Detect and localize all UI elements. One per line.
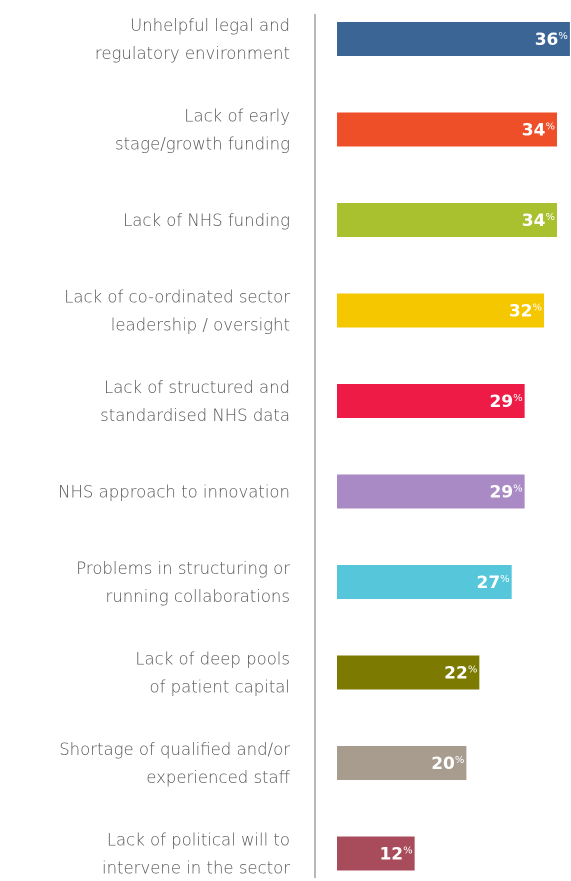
bar bbox=[337, 384, 525, 418]
category-label: Lack of political will to intervene in th… bbox=[102, 831, 290, 878]
bar bbox=[337, 293, 545, 328]
value-number: 34 bbox=[522, 121, 546, 141]
value-label: 12% bbox=[379, 845, 412, 865]
value-label: 36% bbox=[535, 30, 568, 50]
value-number: 22 bbox=[444, 664, 468, 684]
category-line: Lack of structured and bbox=[104, 378, 290, 397]
bar bbox=[337, 112, 557, 147]
category-line: experienced staff bbox=[146, 768, 290, 787]
category-line: running collaborations bbox=[106, 587, 290, 606]
bar bbox=[337, 655, 480, 690]
value-unit: % bbox=[500, 574, 510, 585]
category-line: NHS approach to innovation bbox=[58, 483, 290, 502]
value-label: 29% bbox=[489, 392, 522, 412]
value-label: 34% bbox=[522, 121, 555, 141]
value-unit: % bbox=[513, 484, 523, 495]
category-line: leadership / oversight bbox=[111, 316, 290, 335]
value-unit: % bbox=[455, 755, 465, 766]
value-number: 29 bbox=[489, 483, 513, 503]
value-number: 27 bbox=[477, 573, 501, 593]
category-label: Lack of structured and standardised NHS d… bbox=[100, 378, 290, 425]
value-unit: % bbox=[403, 846, 413, 857]
category-line: Lack of NHS funding bbox=[123, 211, 290, 230]
value-number: 20 bbox=[431, 754, 455, 774]
bar bbox=[337, 746, 467, 780]
value-label: 22% bbox=[444, 664, 477, 684]
value-label: 27% bbox=[477, 573, 510, 593]
category-line: intervene in the sector bbox=[102, 859, 290, 878]
category-line: regulatory environment bbox=[95, 44, 290, 63]
category-line: Unhelpful legal and bbox=[130, 16, 290, 35]
value-label: 20% bbox=[431, 754, 464, 774]
category-line: Shortage of qualified and/or bbox=[59, 740, 290, 759]
value-number: 32 bbox=[509, 302, 533, 322]
bar bbox=[337, 203, 557, 237]
category-line: stage/growth funding bbox=[115, 135, 290, 154]
value-unit: % bbox=[545, 212, 555, 223]
category-line: standardised NHS data bbox=[100, 406, 290, 425]
category-line: Lack of deep pools bbox=[135, 650, 290, 669]
category-label: Lack of co-ordinated sector leadership / … bbox=[64, 288, 290, 335]
value-number: 29 bbox=[489, 392, 513, 412]
value-unit: % bbox=[513, 393, 523, 404]
category-label: Shortage of qualified and/or experienced … bbox=[59, 740, 290, 787]
category-label: Lack of deep pools of patient capital bbox=[135, 650, 290, 697]
value-unit: % bbox=[558, 31, 568, 42]
value-unit: % bbox=[545, 122, 555, 133]
value-number: 34 bbox=[522, 211, 546, 231]
category-label: Lack of early stage/growth funding bbox=[115, 107, 290, 154]
category-line: Problems in structuring or bbox=[76, 559, 290, 578]
category-label: Unhelpful legal and regulatory environmen… bbox=[95, 16, 290, 63]
value-label: 29% bbox=[489, 483, 522, 503]
value-unit: % bbox=[533, 303, 543, 314]
category-line: of patient capital bbox=[149, 678, 290, 697]
bar bbox=[337, 22, 570, 56]
category-line: Lack of early bbox=[184, 107, 290, 126]
bar bbox=[337, 474, 525, 509]
value-label: 34% bbox=[522, 211, 555, 231]
value-unit: % bbox=[468, 665, 478, 676]
category-label: Lack of NHS funding bbox=[123, 211, 290, 230]
value-number: 12 bbox=[379, 845, 403, 865]
category-line: Lack of political will to bbox=[107, 831, 290, 850]
category-label: NHS approach to innovation bbox=[58, 483, 290, 502]
bar bbox=[337, 836, 415, 871]
value-label: 32% bbox=[509, 302, 542, 322]
category-label: Problems in structuring or running collab… bbox=[76, 559, 290, 606]
bar bbox=[337, 565, 512, 599]
category-line: Lack of co-ordinated sector bbox=[64, 288, 290, 307]
value-number: 36 bbox=[535, 30, 559, 50]
